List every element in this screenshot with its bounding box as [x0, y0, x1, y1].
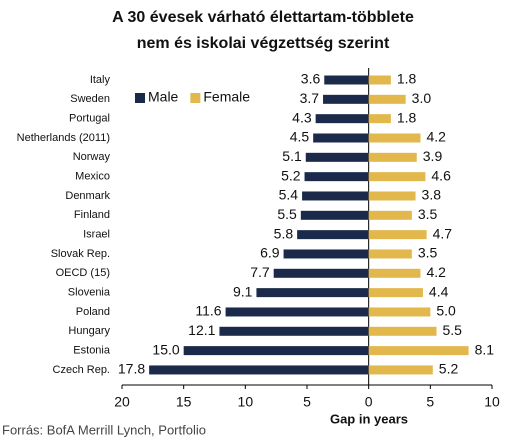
category-label: Mexico — [75, 171, 110, 183]
value-label: 5.0 — [436, 303, 456, 319]
value-label: 3.6 — [301, 71, 321, 87]
bar — [183, 346, 369, 356]
category-label: Czech Rep. — [53, 364, 110, 376]
category-label: Norway — [73, 151, 111, 163]
value-label: 11.6 — [195, 303, 221, 319]
bar — [368, 114, 391, 124]
category-label: Netherlands (2011) — [17, 132, 110, 144]
category-label: Finland — [74, 209, 110, 221]
category-label: Portugal — [69, 113, 110, 125]
value-label: 3.0 — [412, 90, 432, 106]
bar — [368, 268, 421, 278]
category-label: Italy — [90, 74, 111, 86]
bar — [368, 210, 412, 220]
category-label: Sweden — [70, 93, 110, 105]
value-label: 8.1 — [475, 341, 495, 357]
bar — [315, 114, 369, 124]
x-tick-label: 20 — [114, 394, 130, 410]
value-label: 9.1 — [233, 283, 253, 299]
bar — [323, 94, 369, 104]
x-axis-label: Gap in years — [330, 411, 408, 426]
value-label: 15.0 — [152, 341, 179, 357]
value-label: 5.8 — [274, 225, 294, 241]
value-label: 4.3 — [292, 109, 312, 125]
bar — [283, 249, 369, 259]
value-label: 1.8 — [397, 71, 417, 87]
x-tick-label: 15 — [176, 394, 192, 410]
category-label: Slovak Rep. — [51, 248, 110, 260]
bar — [368, 249, 412, 259]
x-tick-label: 5 — [426, 394, 434, 410]
bar — [368, 326, 437, 336]
category-label: Denmark — [65, 190, 110, 202]
x-tick-label: 0 — [365, 394, 373, 410]
value-label: 5.1 — [282, 148, 302, 164]
value-label: 7.7 — [250, 264, 270, 280]
value-label: 5.2 — [439, 361, 459, 377]
bar — [368, 94, 406, 104]
category-label: Israel — [83, 229, 110, 241]
bar — [219, 326, 369, 336]
value-label: 3.9 — [423, 148, 443, 164]
value-label: 5.5 — [277, 206, 297, 222]
value-label: 4.2 — [426, 264, 446, 280]
value-label: 3.8 — [422, 187, 442, 203]
category-label: Estonia — [73, 345, 111, 357]
legend-label: Female — [203, 89, 250, 105]
value-label: 4.4 — [429, 283, 449, 299]
bar — [368, 365, 433, 375]
legend-swatch — [190, 93, 201, 103]
bar — [300, 210, 369, 220]
bar — [324, 75, 369, 85]
bar — [273, 268, 369, 278]
value-label: 3.5 — [418, 245, 438, 261]
bar — [368, 75, 391, 85]
bar — [304, 172, 369, 182]
bar — [368, 172, 426, 182]
bar — [368, 307, 431, 317]
value-label: 6.9 — [260, 245, 280, 261]
value-label: 4.2 — [426, 129, 446, 145]
source: Forrás: BofA Merrill Lynch, Portfolio — [2, 422, 206, 437]
x-tick-label: 10 — [238, 394, 254, 410]
category-label: Slovenia — [68, 287, 111, 299]
bar — [225, 307, 369, 317]
x-tick-label: 5 — [303, 394, 311, 410]
legend-label: Male — [148, 89, 179, 105]
bar — [149, 365, 369, 375]
category-label: OECD (15) — [56, 267, 110, 279]
bar — [368, 133, 421, 143]
legend-swatch — [135, 93, 145, 103]
bar — [305, 152, 369, 162]
bar — [302, 191, 369, 201]
value-label: 5.5 — [443, 322, 463, 338]
bar — [368, 152, 417, 162]
bar — [368, 191, 416, 201]
bar — [368, 230, 427, 240]
bar — [313, 133, 369, 143]
category-label: Poland — [76, 306, 110, 318]
category-label: Hungary — [68, 325, 110, 337]
value-label: 4.5 — [290, 129, 310, 145]
value-label: 4.6 — [431, 167, 451, 183]
value-label: 5.4 — [279, 187, 299, 203]
value-label: 4.7 — [433, 225, 453, 241]
value-label: 3.7 — [300, 90, 320, 106]
value-label: 17.8 — [118, 361, 145, 377]
chart-subtitle: nem és iskolai végzettség szerint — [137, 35, 390, 52]
bar — [368, 288, 423, 298]
bar — [297, 230, 369, 240]
bar — [368, 346, 469, 356]
bar — [256, 288, 369, 298]
chart-title: A 30 évesek várható élettartam-többlete — [112, 9, 414, 26]
value-label: 12.1 — [188, 322, 215, 338]
value-label: 3.5 — [418, 206, 438, 222]
value-label: 5.2 — [281, 167, 301, 183]
value-label: 1.8 — [397, 109, 417, 125]
x-tick-label: 10 — [484, 394, 500, 410]
